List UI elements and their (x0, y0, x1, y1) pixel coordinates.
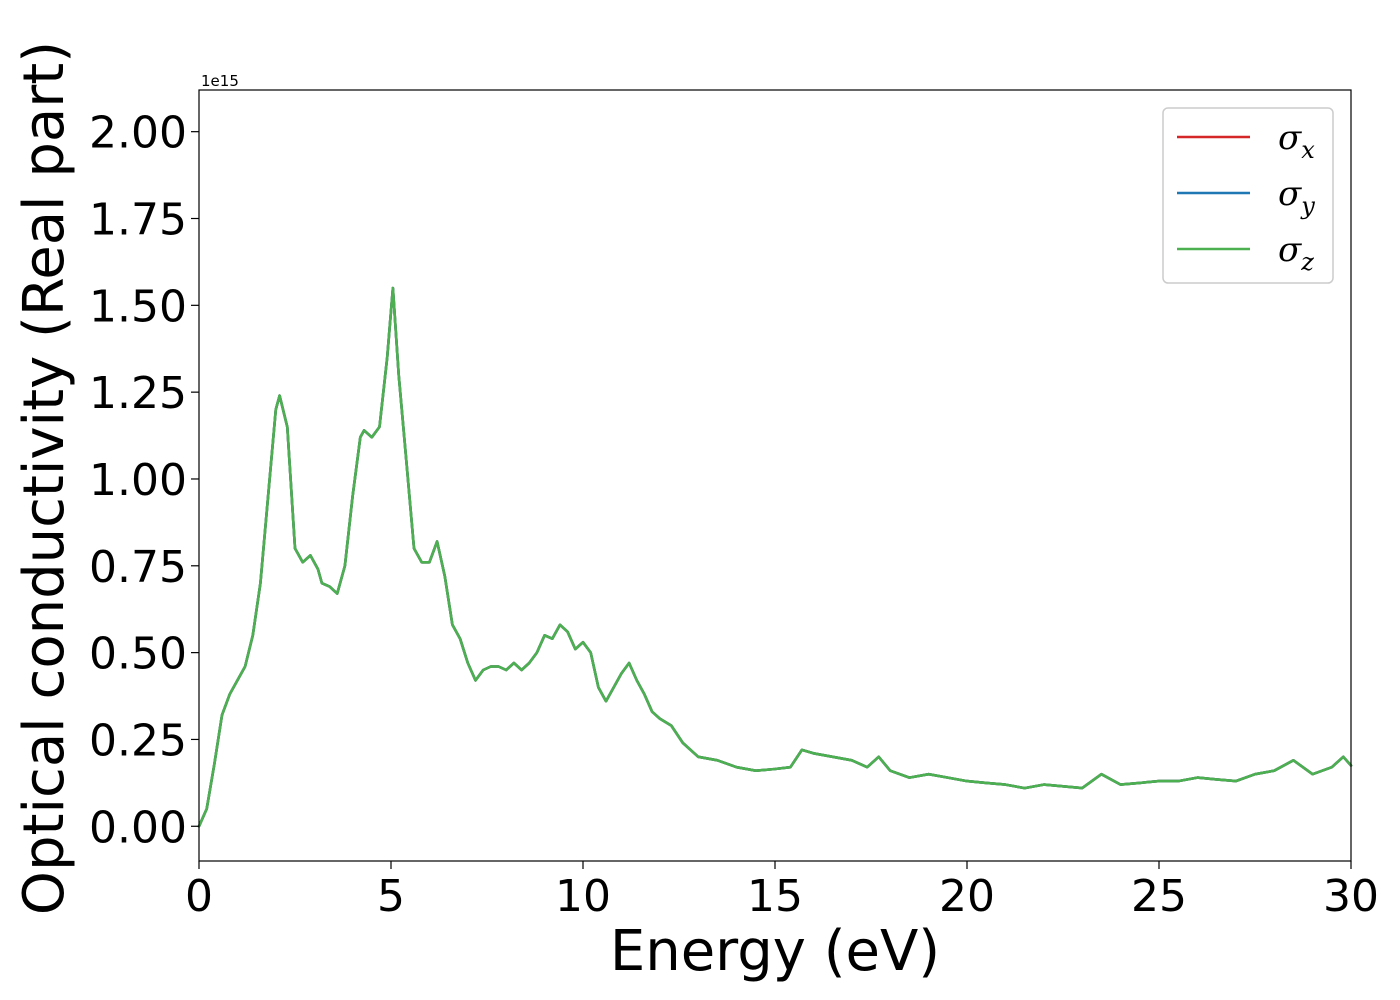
legend: σx σy σz (1162, 107, 1334, 284)
y-tick-label: 1.75 (89, 195, 187, 246)
x-tick-label: 10 (555, 871, 611, 922)
y-tick-label: 0.25 (89, 715, 187, 766)
series-line-z (197, 286, 1353, 828)
legend-label-x: σx (1278, 118, 1315, 164)
x-tick-label: 25 (1131, 871, 1187, 922)
x-tick-label: 15 (747, 871, 803, 922)
y-axis-ticks: 0.00 0.25 0.50 0.75 1.00 1.25 1.50 1.75 2.00 (89, 108, 199, 853)
x-tick-label: 5 (377, 871, 405, 922)
y-tick-label: 2.00 (89, 108, 187, 159)
y-tick-label: 1.50 (89, 281, 187, 332)
y-tick-label: 0.50 (89, 629, 187, 680)
legend-label-z: σz (1278, 230, 1314, 276)
y-tick-label: 1.25 (89, 368, 187, 419)
legend-box (1162, 107, 1334, 284)
x-tick-label: 30 (1323, 871, 1379, 922)
y-offset-label: 1e15 (201, 72, 239, 90)
x-tick-label: 0 (185, 871, 213, 922)
y-tick-label: 0.00 (89, 802, 187, 853)
x-tick-label: 20 (939, 871, 995, 922)
y-tick-label: 1.00 (89, 455, 187, 506)
y-axis-label: Optical conductivity (Real part) (12, 41, 77, 915)
series-layer (197, 286, 1353, 828)
x-axis-ticks: 0 5 10 15 20 25 30 (185, 861, 1379, 922)
legend-label-y: σy (1278, 174, 1315, 220)
y-tick-label: 0.75 (89, 542, 187, 593)
x-axis-label: Energy (eV) (610, 919, 940, 984)
